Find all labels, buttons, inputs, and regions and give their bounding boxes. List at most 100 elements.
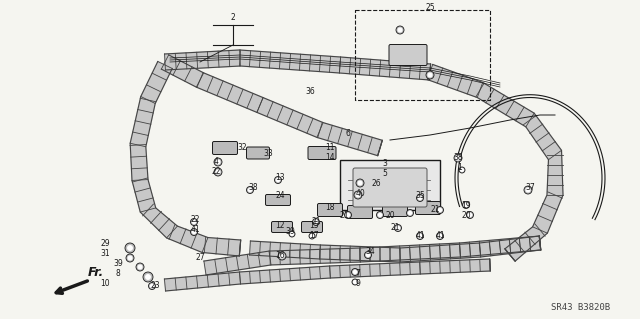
Circle shape [291, 233, 293, 235]
Circle shape [454, 154, 462, 162]
Text: 37: 37 [525, 183, 535, 192]
Circle shape [419, 197, 422, 200]
Circle shape [126, 254, 134, 262]
Text: 16: 16 [275, 251, 285, 261]
Text: 33: 33 [263, 149, 273, 158]
Text: 7: 7 [356, 269, 360, 278]
Text: 1: 1 [458, 164, 462, 173]
Circle shape [408, 211, 412, 215]
Text: 21: 21 [390, 224, 400, 233]
Circle shape [193, 230, 196, 234]
Text: 9: 9 [356, 278, 360, 287]
Text: 39: 39 [285, 227, 295, 236]
Circle shape [310, 235, 314, 237]
Text: 14: 14 [325, 153, 335, 162]
Circle shape [354, 281, 356, 283]
Text: 10: 10 [100, 279, 110, 288]
Text: 3: 3 [383, 159, 387, 167]
Circle shape [214, 168, 222, 176]
Circle shape [456, 156, 460, 160]
FancyBboxPatch shape [353, 168, 427, 207]
Circle shape [193, 220, 196, 224]
Circle shape [276, 178, 280, 182]
Text: 38: 38 [453, 153, 463, 162]
Text: 41: 41 [435, 231, 445, 240]
Text: 15: 15 [309, 220, 319, 229]
Circle shape [216, 170, 220, 174]
Text: 4: 4 [214, 158, 218, 167]
Polygon shape [161, 55, 382, 156]
Text: 26: 26 [371, 179, 381, 188]
Polygon shape [250, 236, 541, 262]
Circle shape [426, 71, 434, 79]
Circle shape [526, 188, 530, 192]
Text: 8: 8 [116, 270, 120, 278]
Circle shape [376, 211, 383, 219]
Circle shape [314, 220, 317, 224]
Polygon shape [164, 259, 490, 291]
Circle shape [419, 234, 422, 238]
Text: SR43 B3820B: SR43 B3820B [551, 303, 610, 313]
Circle shape [275, 176, 282, 183]
Text: 22: 22 [190, 216, 200, 225]
Text: 2: 2 [230, 13, 236, 23]
Circle shape [438, 234, 442, 238]
Polygon shape [204, 236, 541, 275]
Circle shape [365, 251, 371, 258]
Text: 12: 12 [275, 220, 285, 229]
Text: 6: 6 [346, 129, 351, 137]
FancyBboxPatch shape [246, 147, 269, 159]
Text: 27: 27 [195, 254, 205, 263]
Circle shape [358, 181, 362, 185]
Circle shape [406, 210, 413, 217]
Circle shape [459, 167, 465, 173]
Circle shape [465, 204, 468, 207]
Circle shape [438, 208, 442, 211]
FancyBboxPatch shape [212, 142, 237, 154]
FancyBboxPatch shape [389, 44, 427, 65]
Text: 22: 22 [211, 167, 221, 176]
Circle shape [351, 269, 358, 276]
FancyBboxPatch shape [340, 160, 440, 210]
Circle shape [356, 193, 360, 197]
Circle shape [136, 263, 144, 271]
Circle shape [356, 179, 364, 187]
Circle shape [428, 73, 432, 77]
Circle shape [436, 206, 444, 213]
Text: 40: 40 [355, 189, 365, 197]
Text: 32: 32 [237, 144, 247, 152]
FancyBboxPatch shape [301, 221, 323, 233]
FancyBboxPatch shape [308, 146, 336, 160]
Text: 34: 34 [365, 248, 375, 256]
Text: 13: 13 [275, 174, 285, 182]
Circle shape [128, 246, 132, 250]
Polygon shape [428, 64, 563, 261]
Circle shape [143, 272, 153, 282]
Circle shape [246, 187, 253, 194]
Circle shape [289, 231, 295, 237]
Circle shape [524, 186, 532, 194]
Circle shape [394, 225, 401, 232]
Text: 38: 38 [248, 183, 258, 192]
Text: 20: 20 [461, 211, 471, 219]
Text: 35: 35 [415, 190, 425, 199]
Circle shape [128, 256, 132, 260]
Circle shape [191, 228, 198, 235]
Circle shape [396, 226, 399, 230]
Text: 20: 20 [385, 211, 395, 219]
Circle shape [467, 211, 474, 219]
Circle shape [436, 233, 444, 240]
Circle shape [461, 169, 463, 171]
FancyBboxPatch shape [266, 195, 291, 205]
Circle shape [191, 219, 198, 226]
FancyBboxPatch shape [271, 221, 292, 233]
Circle shape [344, 211, 351, 219]
Text: 11: 11 [325, 144, 335, 152]
Circle shape [312, 219, 319, 226]
Text: 17: 17 [309, 231, 319, 240]
Circle shape [468, 213, 472, 217]
Circle shape [138, 265, 142, 269]
Circle shape [248, 189, 252, 192]
Circle shape [417, 195, 424, 202]
Circle shape [214, 158, 222, 166]
